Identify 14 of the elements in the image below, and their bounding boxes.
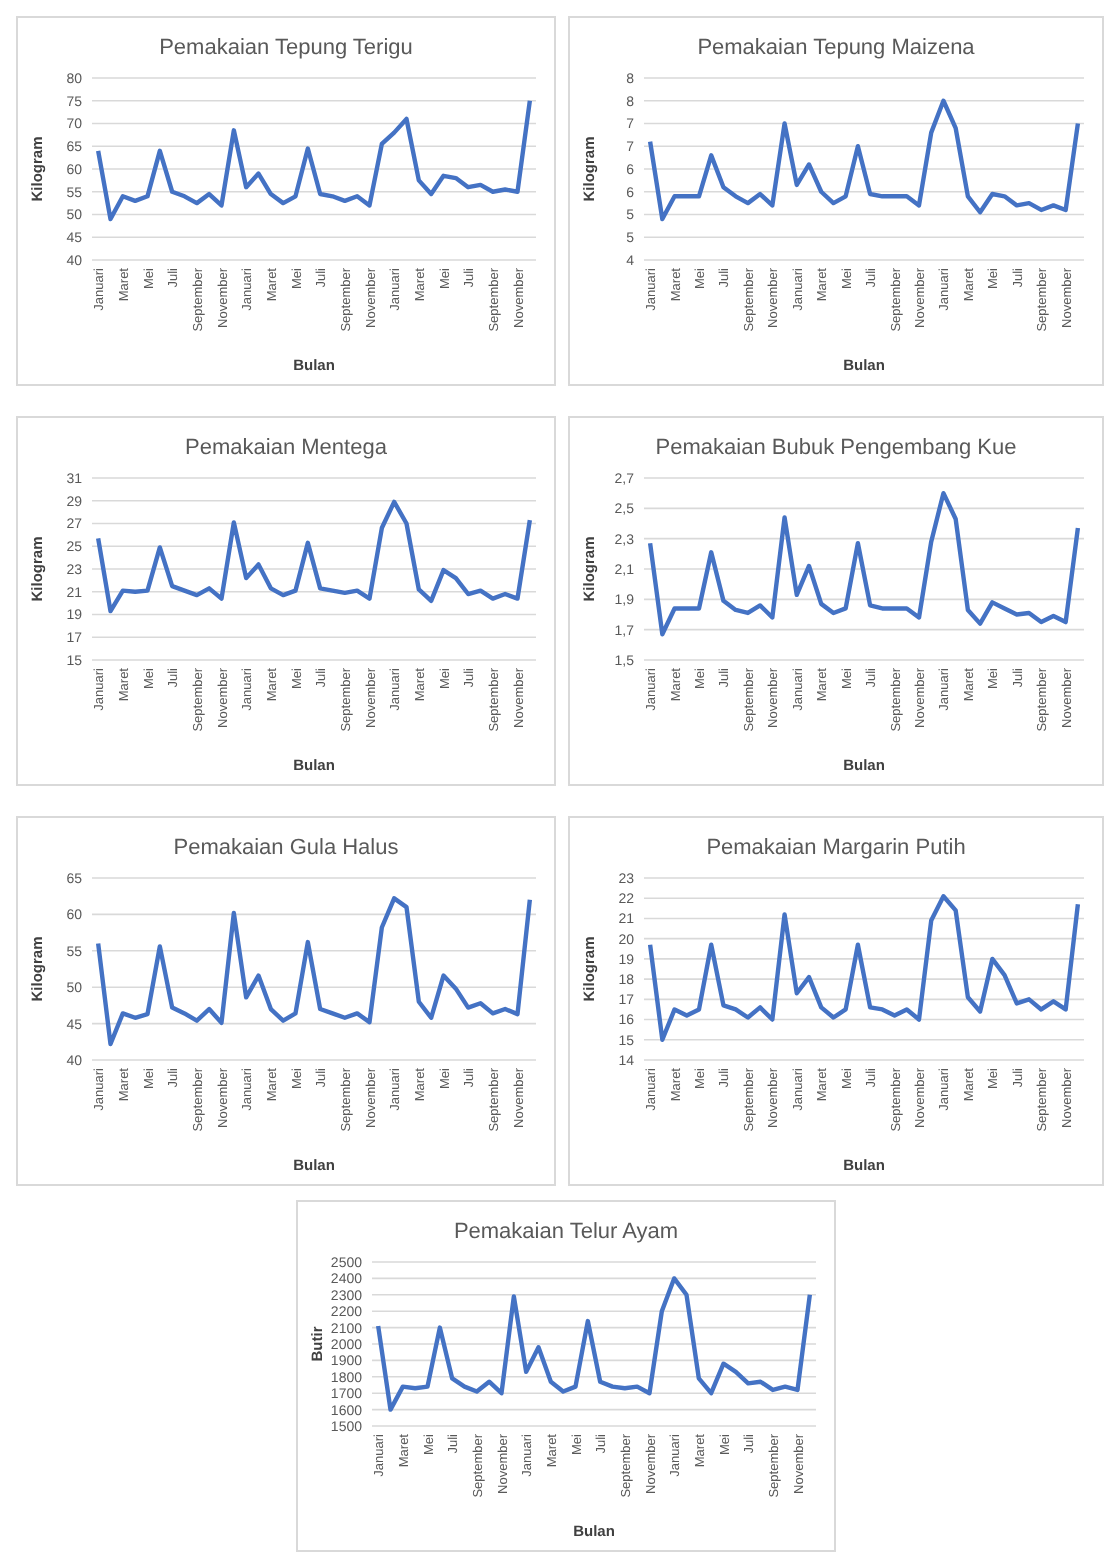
line-series — [375, 1276, 813, 1412]
chart-title: Pemakaian Gula Halus — [173, 836, 400, 860]
chart-title: Pemakaian Telur Ayam — [453, 1220, 679, 1244]
line-series — [647, 98, 1081, 222]
chart-title: Pemakaian Bubuk Pengembang Kue — [655, 436, 1017, 460]
line-series — [95, 98, 533, 222]
line-series — [647, 490, 1081, 637]
line-series — [95, 499, 533, 614]
chart-title: Pemakaian Tepung Maizena — [697, 36, 977, 60]
chart-title: Pemakaian Margarin Putih — [706, 836, 966, 860]
chart-title: Pemakaian Tepung Terigu — [159, 36, 413, 60]
line-series — [95, 896, 533, 1047]
chart-title: Pemakaian Mentega — [185, 436, 389, 460]
line-series — [647, 894, 1081, 1042]
